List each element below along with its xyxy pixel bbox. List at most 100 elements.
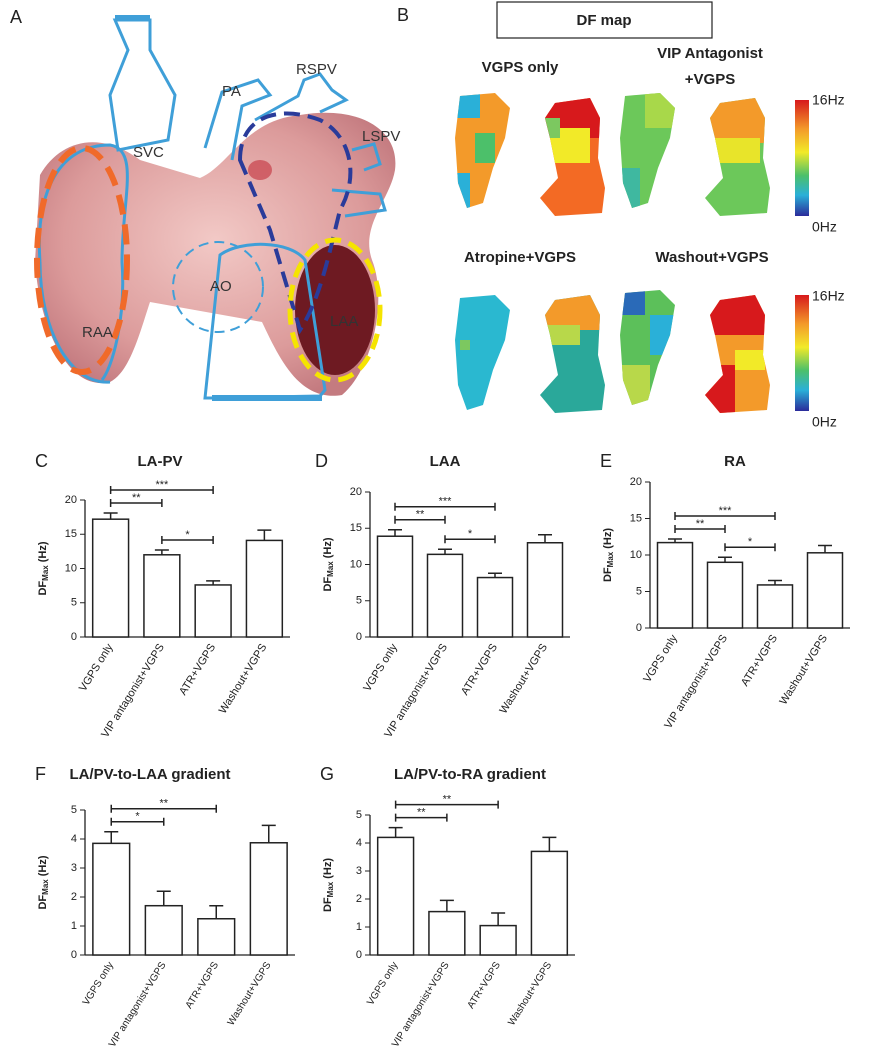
structure-label: SVC <box>133 144 164 161</box>
significance-bracket <box>110 817 165 826</box>
y-tick-label: 10 <box>65 562 77 574</box>
bar <box>756 584 794 629</box>
y-axis-label: DFMax (Hz) <box>602 528 615 582</box>
error-bar <box>104 831 119 844</box>
y-axis-label-part: Max <box>606 551 615 567</box>
y-axis-label-part: DF <box>322 897 334 912</box>
x-tick-label: ATR+VGPS <box>177 642 218 698</box>
y-tick-label: 20 <box>350 486 362 498</box>
map-title: DF map <box>576 12 631 29</box>
structure-label: RSPV <box>296 61 337 78</box>
bar <box>143 554 181 638</box>
y-tick-label: 0 <box>636 622 642 634</box>
panel-label: C <box>35 451 48 471</box>
x-tick-label: VGPS only <box>81 960 116 1007</box>
y-axis-label-part: DF <box>322 577 334 592</box>
x-tick-label: ATR+VGPS <box>184 960 222 1011</box>
x-tick-label: Washout+VGPS <box>506 960 554 1028</box>
y-axis-label-part: Max <box>41 565 50 581</box>
x-tick-label: Washout+VGPS <box>497 642 550 716</box>
error-bar <box>103 512 118 520</box>
error-bar <box>257 529 272 541</box>
y-tick-label: 0 <box>71 949 77 961</box>
df-map <box>540 295 605 413</box>
df-map <box>705 295 770 413</box>
significance-label: ** <box>159 798 168 810</box>
significance-bracket <box>394 813 448 822</box>
error-bar <box>439 899 454 912</box>
bar <box>806 552 844 629</box>
x-tick-label: ATR+VGPS <box>466 960 504 1011</box>
significance-label: *** <box>439 496 453 508</box>
x-tick-label: VIP antagonist+VGPS <box>390 960 452 1050</box>
y-tick-label: 5 <box>356 595 362 607</box>
y-tick-label: 3 <box>356 865 362 877</box>
bar <box>92 842 131 956</box>
df-map <box>455 93 510 208</box>
y-tick-label: 5 <box>636 585 642 597</box>
df-map <box>540 98 605 216</box>
x-tick-label: Washout+VGPS <box>217 642 270 716</box>
significance-label: ** <box>417 807 426 819</box>
error-bar <box>668 538 682 543</box>
error-bar <box>154 549 169 555</box>
significance-label: *** <box>719 505 733 517</box>
bar <box>530 850 569 956</box>
error-bar <box>388 826 403 838</box>
chart-title: LAA <box>430 453 461 470</box>
significance-label: * <box>135 811 140 823</box>
y-tick-label: 5 <box>356 809 362 821</box>
y-tick-label: 0 <box>356 949 362 961</box>
significance-label: ** <box>132 492 141 504</box>
structure-label: PA <box>222 83 241 100</box>
error-bar <box>542 836 557 852</box>
colorbar-label: 16Hz <box>812 92 845 108</box>
x-tick-label: VIP antagonist+VGPS <box>107 960 169 1050</box>
map-condition: Washout+VGPS <box>655 249 768 266</box>
df-map <box>455 295 510 410</box>
df-map <box>620 290 675 405</box>
y-tick-label: 0 <box>356 631 362 643</box>
panel-label: F <box>35 764 46 784</box>
bar <box>245 539 284 638</box>
y-tick-label: 10 <box>630 549 642 561</box>
error-bar <box>718 556 732 563</box>
significance-bracket <box>724 543 776 552</box>
map-condition: +VGPS <box>685 71 735 88</box>
heart-photo <box>35 112 396 396</box>
error-bar <box>209 904 224 919</box>
colorbar-label: 16Hz <box>812 288 845 304</box>
x-tick-label: VGPS only <box>77 641 116 693</box>
x-tick-label: Washout+VGPS <box>226 960 274 1028</box>
significance-bracket <box>444 535 496 544</box>
x-tick-label: Washout+VGPS <box>777 633 830 707</box>
significance-label: ** <box>696 518 705 530</box>
y-axis-label: DFMax (Hz) <box>37 541 50 595</box>
y-axis-label-part: DF <box>37 895 49 910</box>
panel-label: A <box>10 7 22 27</box>
y-axis-label-part: DF <box>37 581 49 596</box>
panel-label: B <box>397 5 409 25</box>
y-axis-label: DFMax (Hz) <box>322 537 335 591</box>
y-tick-label: 10 <box>350 558 362 570</box>
y-tick-label: 15 <box>350 522 362 534</box>
significance-bracket <box>394 515 446 524</box>
y-axis-label: DFMax (Hz) <box>37 855 50 909</box>
y-axis-label-part: (Hz) <box>37 855 49 876</box>
raa-outline <box>34 145 130 375</box>
y-axis-label-part: (Hz) <box>602 528 614 549</box>
error-bar <box>768 579 782 585</box>
error-bar <box>438 548 452 555</box>
bar <box>197 918 236 956</box>
x-tick-label: VGPS only <box>641 632 680 684</box>
colorbar <box>795 295 809 411</box>
chart-title: LA-PV <box>138 453 183 470</box>
structure-label: LAA <box>330 313 358 330</box>
y-tick-label: 2 <box>356 893 362 905</box>
y-tick-label: 4 <box>71 833 77 845</box>
panel-label: G <box>320 764 334 784</box>
y-tick-label: 1 <box>356 921 362 933</box>
y-tick-label: 15 <box>630 512 642 524</box>
y-tick-label: 5 <box>71 597 77 609</box>
significance-label: ** <box>443 794 452 806</box>
